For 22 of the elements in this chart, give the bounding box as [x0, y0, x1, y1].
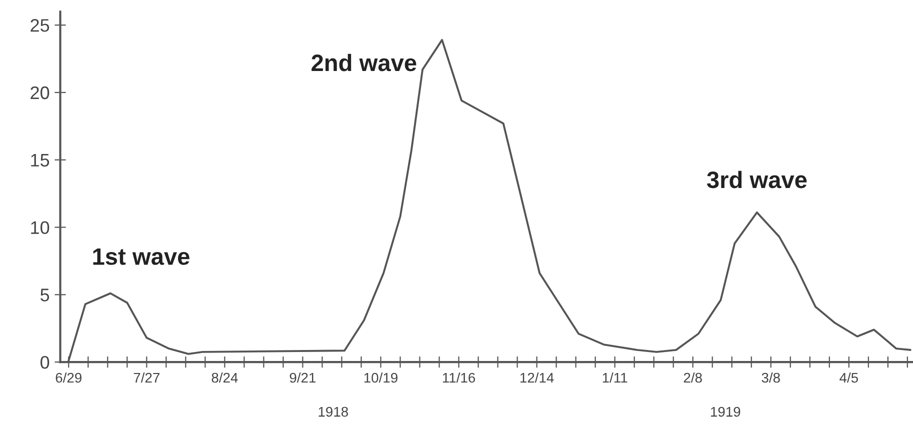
x-tick-label: 12/14 — [520, 372, 554, 383]
y-tick-label: 0 — [40, 356, 50, 369]
x-tick-label: 11/16 — [442, 372, 476, 383]
y-tick-label: 20 — [30, 86, 50, 100]
y-tick-label: 15 — [31, 154, 50, 167]
x-tick-label: 7/27 — [134, 372, 160, 383]
y-tick-label: 10 — [31, 221, 50, 234]
x-tick-label: 3/8 — [762, 372, 780, 383]
x-tick-label: 1/11 — [602, 372, 628, 383]
annotation: 1st wave — [93, 248, 190, 265]
text: 1918 — [318, 406, 348, 417]
x-tick-label: 8/24 — [212, 372, 238, 383]
x-tick-label: 2/8 — [684, 372, 702, 383]
x-tick-label: 10/19 — [364, 372, 398, 383]
text: 1919 — [711, 406, 740, 417]
annotation: 3rd wave — [706, 170, 807, 188]
x-tick-label: 9/21 — [290, 372, 316, 383]
x-tick-label: 4/5 — [840, 372, 858, 383]
annotation: 2nd wave — [312, 54, 416, 72]
x-tick-label: 6/29 — [56, 372, 82, 383]
y-tick-label: 25 — [30, 19, 50, 32]
y-tick-label: 5 — [40, 288, 50, 302]
